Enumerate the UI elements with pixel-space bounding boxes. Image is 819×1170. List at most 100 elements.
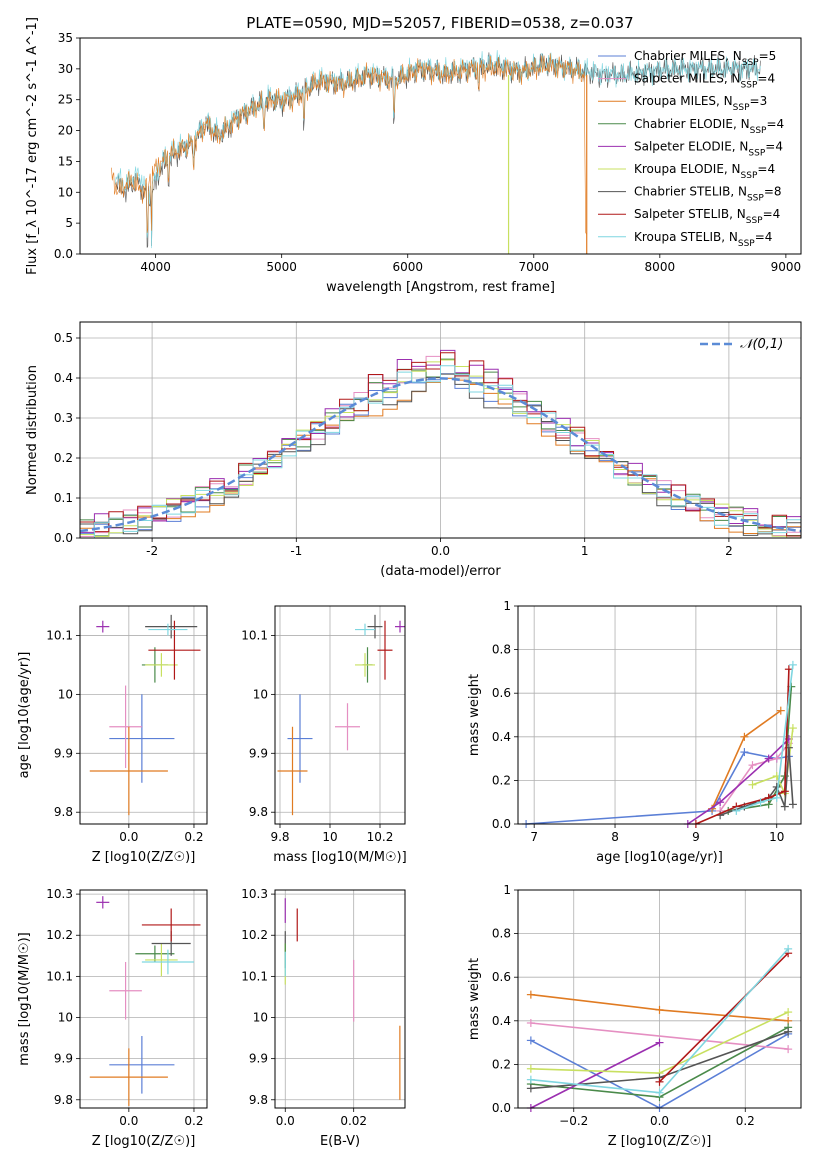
line-salpeter-miles: [530, 1022, 789, 1050]
x-tick-label: 10: [769, 830, 784, 844]
x-tick-label: 5000: [266, 260, 297, 274]
histogram-kroupa-miles: [80, 377, 801, 538]
legend: Chabrier MILES, NSSP=5 Salpeter MILES, NS…: [598, 49, 784, 249]
x-tick-label: 0.0: [276, 1114, 295, 1128]
legend-label: Salpeter ELODIE, NSSP=4: [634, 139, 783, 158]
y-tick-label: 0.6: [492, 686, 511, 700]
y-tick-label: 15: [58, 154, 73, 168]
y-tick-label: 0.0: [492, 817, 511, 831]
y-tick-label: 0.1: [54, 491, 73, 505]
legend-label: Kroupa ELODIE, NSSP=4: [634, 162, 775, 181]
plot-frame: [274, 605, 406, 825]
x-tick-label: -1: [290, 544, 302, 558]
chart-age_vs_Z: 0.0 0.2 9.8 9.9 10 10.1 Z [log10(Z/Z☉)] age [lo…: [17, 605, 208, 865]
x-axis-label: Z [log10(Z/Z☉)]: [92, 1134, 196, 1149]
x-axis-label: wavelength [Angstrom, rest frame]: [326, 280, 555, 295]
y-tick-label: 10.1: [46, 628, 73, 642]
x-tick-label: 0.2: [184, 1114, 203, 1128]
plot-area: [89, 896, 201, 1106]
y-tick-label: 10.1: [241, 969, 268, 983]
y-tick-label: 10.2: [46, 928, 73, 942]
y-tick-label: 9.9: [249, 746, 268, 760]
x-tick-label: 0.0: [119, 1114, 138, 1128]
y-tick-label: 9.9: [249, 1052, 268, 1066]
y-tick-label: 0.0: [54, 247, 73, 261]
legend-label: Salpeter STELIB, NSSP=4: [634, 207, 780, 226]
y-tick-label: 0.5: [54, 331, 73, 345]
y-tick-label: 0.6: [492, 970, 511, 984]
y-axis-label: mass weight: [467, 674, 482, 756]
x-tick-label: −0.2: [559, 1114, 588, 1128]
x-tick-label: 10: [322, 830, 337, 844]
y-tick-label: 9.9: [54, 1052, 73, 1066]
plot-area: [277, 614, 405, 816]
y-tick-label: 0.0: [492, 1101, 511, 1115]
x-tick-label: 0.0: [119, 830, 138, 844]
plot-frame: [79, 889, 208, 1109]
y-tick-label: 10: [58, 687, 73, 701]
line-salpeter-elodie: [530, 1041, 660, 1109]
y-axis-label: age [log10(age/yr)]: [17, 652, 32, 779]
y-tick-label: 20: [58, 124, 73, 138]
chart-mass_vs_Z: 0.0 0.2 9.8 9.9 10 10.1 10.2 10.3 Z [log10(Z/Z☉)…: [17, 887, 208, 1149]
line-kroupa-stelib: [736, 664, 794, 812]
x-axis-label: Z [log10(Z/Z☉)]: [92, 850, 196, 865]
y-tick-label: 35: [58, 31, 73, 45]
y-tick-label: 0.8: [492, 927, 511, 941]
legend-label: Salpeter MILES, NSSP=4: [634, 72, 775, 91]
y-tick-label: 10: [58, 1011, 73, 1025]
chart-massweight_vs_age: 7 8 9 10 0.0 0.2 0.4 0.6 0.8 1 age [log10(age/yr)]…: [467, 599, 802, 865]
y-tick-label: 0.4: [492, 1014, 511, 1028]
y-tick-label: 9.8: [54, 1093, 73, 1107]
x-tick-label: 9.8: [270, 830, 289, 844]
legend-label: Kroupa MILES, NSSP=3: [634, 94, 767, 113]
spectrum-lines: [111, 50, 761, 254]
y-tick-label: 10.3: [46, 887, 73, 901]
y-tick-label: 0.2: [492, 1057, 511, 1071]
y-tick-label: 10.1: [46, 969, 73, 983]
y-axis-label: Flux [f_λ 10^-17 erg cm^-2 s^-1 A^-1]: [25, 17, 40, 275]
chart-age_vs_mass: 9.8 10 10.2 9.8 9.9 10 10.1 mass [log10(M/M☉)]: [241, 605, 407, 865]
plot-frame: [79, 605, 208, 825]
gaussian-reference-curve: [80, 377, 801, 533]
x-tick-label: 7: [530, 830, 538, 844]
legend-label: Chabrier ELODIE, NSSP=4: [634, 117, 784, 136]
x-tick-label: 9: [692, 830, 700, 844]
x-tick-label: 4000: [140, 260, 171, 274]
y-tick-label: 10: [253, 687, 268, 701]
y-tick-label: 0.0: [54, 531, 73, 545]
histograms: [80, 349, 801, 538]
legend-label: Kroupa STELIB, NSSP=4: [634, 230, 772, 249]
line-salpeter-stelib: [695, 669, 790, 825]
y-tick-label: 9.9: [54, 746, 73, 760]
plot-frame: [517, 605, 802, 825]
plot-area: [522, 660, 797, 828]
spectrum-line-kroupa-miles: [111, 53, 587, 235]
y-tick-label: 30: [58, 62, 73, 76]
plot-frame: [79, 321, 802, 539]
y-tick-label: 0.3: [54, 411, 73, 425]
y-tick-label: 5: [65, 216, 73, 230]
y-tick-label: 0.2: [492, 773, 511, 787]
y-tick-label: 9.8: [54, 805, 73, 819]
plot-frame: [517, 889, 802, 1109]
line-kroupa-elodie: [752, 728, 794, 797]
y-axis-label: Normed distribution: [25, 365, 40, 495]
plot-area: [284, 898, 401, 1100]
spectrum-line-kroupa-stelib: [115, 50, 761, 249]
x-axis-label: (data-model)/error: [380, 564, 501, 579]
y-axis-label: mass weight: [467, 958, 482, 1040]
line-salpeter-stelib: [658, 952, 789, 1083]
legend-label: Chabrier STELIB, NSSP=8: [634, 185, 782, 204]
y-tick-label: 0.8: [492, 643, 511, 657]
legend-label: Chabrier MILES, NSSP=5: [634, 49, 776, 68]
y-axis-label: mass [log10(M/M☉)]: [17, 932, 32, 1065]
x-tick-label: 6000: [392, 260, 423, 274]
line-chabrier-miles: [526, 751, 790, 825]
y-tick-label: 10: [58, 185, 73, 199]
x-tick-label: 2: [725, 544, 733, 558]
x-tick-label: 8000: [645, 260, 676, 274]
legend-label: 𝒩(0,1): [740, 337, 783, 352]
plot-area: [111, 50, 761, 254]
